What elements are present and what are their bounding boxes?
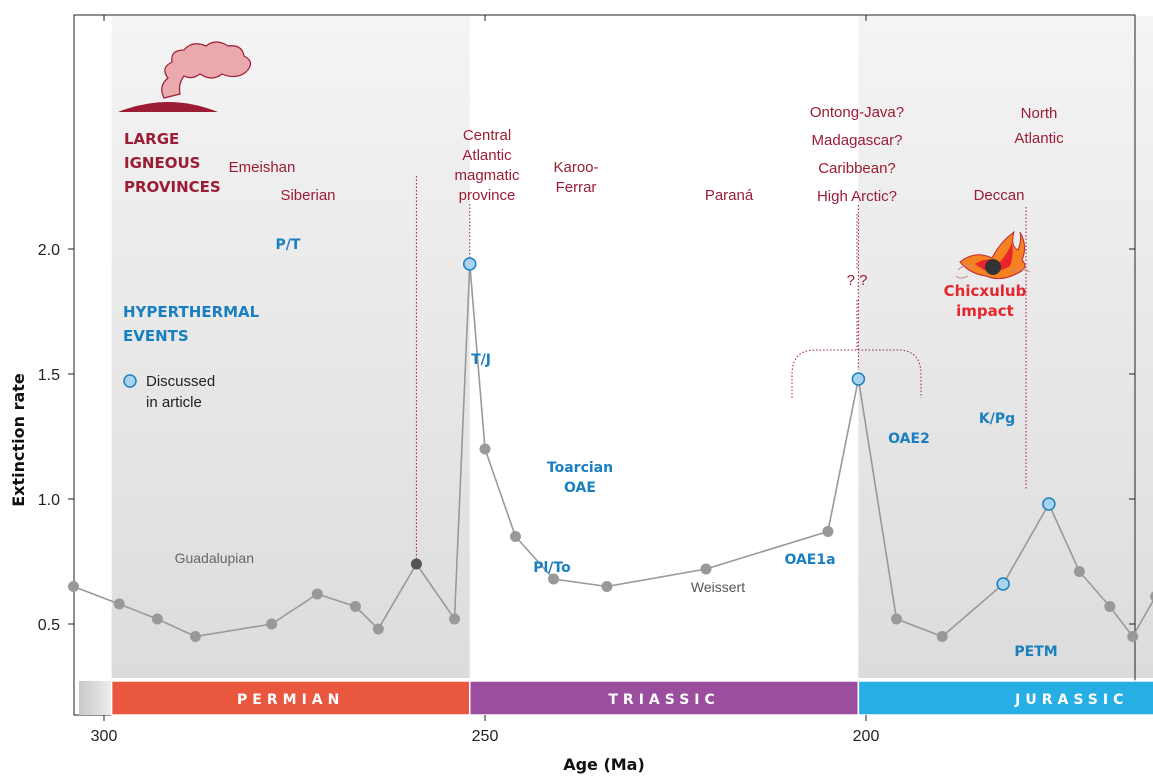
lip-label: magmatic <box>454 167 520 184</box>
x-tick-label: 300 <box>91 728 118 745</box>
data-point <box>548 573 560 585</box>
data-point <box>822 526 834 537</box>
data-point <box>311 588 323 600</box>
other-event-point <box>410 558 422 570</box>
data-point <box>1073 566 1085 577</box>
lip-legend-title: LARGE <box>124 130 179 148</box>
lip-label: Siberian <box>280 187 335 204</box>
period-band <box>110 680 471 716</box>
lip-label: Ferrar <box>556 179 597 196</box>
other-event-label: Guadalupian <box>175 550 254 566</box>
period-label: JURASSIC <box>1014 692 1128 708</box>
lip-legend-title: IGNEOUS <box>124 154 200 172</box>
period-label: TRIASSIC <box>608 692 719 708</box>
data-point <box>151 613 163 625</box>
data-point <box>601 581 613 592</box>
data-point <box>890 613 902 625</box>
hyperthermal-legend-title: HYPERTHERMAL <box>123 303 260 321</box>
data-point <box>479 443 491 455</box>
lip-label: Central <box>463 127 511 144</box>
data-point <box>936 631 948 642</box>
y-tick-label: 1.5 <box>38 367 60 384</box>
lip-label: Atlantic <box>1014 130 1064 147</box>
data-point <box>189 631 201 642</box>
data-point <box>1127 631 1139 642</box>
data-point <box>113 598 125 610</box>
lip-label: Emeishan <box>229 159 296 176</box>
lip-label: Paraná <box>705 187 754 204</box>
data-point <box>68 581 80 592</box>
data-point <box>700 563 712 575</box>
lip-label: Caribbean? <box>818 160 896 177</box>
lip-label: Ontong-Java? <box>810 104 904 121</box>
legend-marker-label: Discussed <box>146 373 215 390</box>
data-point <box>266 618 278 630</box>
hyperthermal-label: P/T <box>276 237 301 253</box>
period-label: PERMIAN <box>237 692 344 708</box>
lip-label: Deccan <box>974 187 1025 204</box>
impact-label: impact <box>956 302 1014 320</box>
lip-label: High Arctic? <box>817 188 897 205</box>
hyperthermal-legend-title: EVENTS <box>123 327 189 345</box>
hyperthermal-label: OAE1a <box>784 552 835 568</box>
lip-label: Karoo- <box>553 159 598 176</box>
lip-legend-title: PROVINCES <box>124 178 221 196</box>
hyperthermal-label: OAE2 <box>888 431 930 447</box>
impact-icon <box>955 230 1031 280</box>
hyperthermal-label: PETM <box>1014 644 1057 660</box>
uncertain-label: ? ? <box>847 272 868 289</box>
other-event-label: Weissert <box>691 579 745 595</box>
lip-label: province <box>459 187 516 204</box>
y-tick-label: 0.5 <box>38 617 60 634</box>
hyperthermal-point <box>851 372 866 386</box>
hyperthermal-label: K/Pg <box>979 411 1015 427</box>
impact-label: Chicxulub <box>944 282 1027 300</box>
x-tick-label: 250 <box>472 728 499 745</box>
x-axis-label: Age (Ma) <box>563 755 645 774</box>
data-point <box>1104 601 1116 612</box>
y-tick-label: 2.0 <box>38 242 60 259</box>
data-point <box>349 601 361 612</box>
x-tick-label: 200 <box>853 728 880 745</box>
hyperthermal-point <box>1042 497 1056 511</box>
hyperthermal-label: Pl/To <box>533 560 571 576</box>
y-axis-label: Extinction rate <box>9 373 28 507</box>
volcano-icon <box>118 41 252 112</box>
lip-label: Atlantic <box>462 147 512 164</box>
shaded-interval <box>111 16 470 678</box>
hyperthermal-label: Toarcian OAE <box>547 460 613 496</box>
hyperthermal-point <box>463 257 477 271</box>
shaded-interval <box>858 16 1153 678</box>
hyperthermal-point <box>996 577 1010 591</box>
lip-label: North <box>1021 105 1058 122</box>
data-point <box>449 613 461 625</box>
data-point <box>372 623 384 635</box>
hyperthermal-label: T/J <box>471 352 491 368</box>
legend-marker <box>123 374 137 388</box>
data-point <box>509 531 521 542</box>
period-bar-start <box>79 681 112 715</box>
period-band <box>469 680 860 716</box>
y-tick-label: 1.0 <box>38 492 60 509</box>
period-band <box>857 680 1153 716</box>
data-point <box>1150 591 1153 602</box>
lip-label: Madagascar? <box>812 132 903 149</box>
legend-marker-label: in article <box>146 394 202 411</box>
